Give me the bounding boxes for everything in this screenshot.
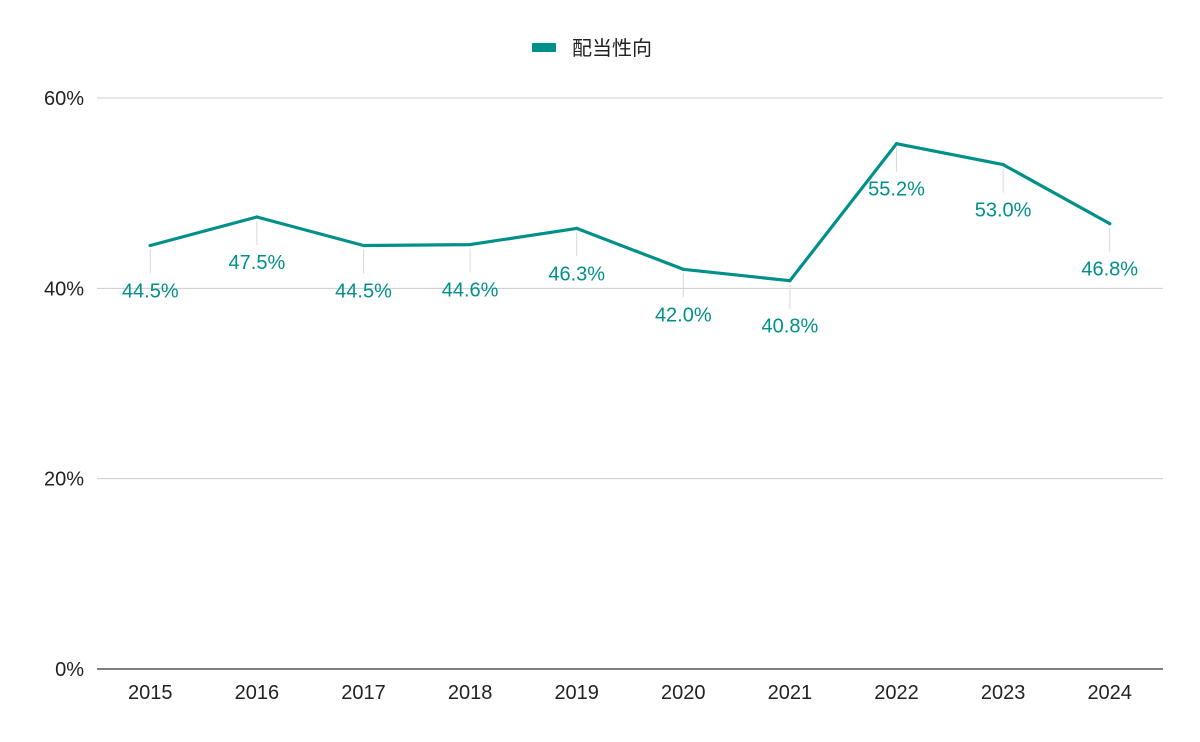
x-tick-label: 2018 xyxy=(448,682,493,704)
x-tick-label: 2023 xyxy=(981,682,1026,704)
data-point xyxy=(468,242,472,247)
x-tick-label: 2020 xyxy=(661,682,706,704)
y-tick-label: 0% xyxy=(55,659,84,681)
series-group xyxy=(148,142,1112,283)
y-tick-label: 20% xyxy=(44,469,84,491)
data-label: 44.5% xyxy=(335,281,392,303)
y-axis: 0% 20% 40% 60% xyxy=(44,88,84,681)
data-point xyxy=(148,243,152,248)
data-label: 44.6% xyxy=(442,280,499,302)
data-label: 47.5% xyxy=(229,252,286,274)
gridlines xyxy=(97,97,1163,670)
data-point xyxy=(1108,222,1112,226)
data-point xyxy=(361,243,366,248)
y-tick-label: 40% xyxy=(44,278,84,300)
x-tick-label: 2016 xyxy=(235,682,280,704)
data-point xyxy=(788,279,792,283)
x-tick-label: 2017 xyxy=(341,682,386,704)
data-label: 46.3% xyxy=(548,263,605,285)
x-tick-label: 2021 xyxy=(768,682,813,704)
data-label: 55.2% xyxy=(868,179,925,201)
data-label: 40.8% xyxy=(762,316,819,338)
data-point xyxy=(1001,163,1005,167)
data-point xyxy=(255,215,259,219)
y-tick-label: 60% xyxy=(44,88,84,110)
data-point xyxy=(894,142,899,146)
x-tick-label: 2019 xyxy=(554,682,599,704)
data-label: 53.0% xyxy=(975,200,1032,222)
x-axis: 2015 2016 2017 2018 2019 2020 2021 2022 2023 2024 xyxy=(128,682,1132,704)
data-labels: 44.5% 47.5% 44.5% 44.6% 46.3% 42.0% 40.8% 55.2%… xyxy=(122,179,1138,338)
label-leader-lines xyxy=(149,147,1111,309)
data-point xyxy=(575,226,579,230)
legend-label: 配当性向 xyxy=(572,37,652,60)
legend-swatch xyxy=(532,43,556,52)
data-label: 46.8% xyxy=(1081,259,1138,281)
x-tick-label: 2015 xyxy=(128,682,173,704)
data-label: 44.5% xyxy=(122,281,179,303)
series-line xyxy=(148,142,1112,283)
x-tick-label: 2022 xyxy=(874,682,919,704)
legend: 配当性向 xyxy=(532,37,652,60)
data-label: 42.0% xyxy=(655,304,712,326)
data-point xyxy=(681,267,685,271)
x-tick-label: 2024 xyxy=(1087,682,1132,704)
